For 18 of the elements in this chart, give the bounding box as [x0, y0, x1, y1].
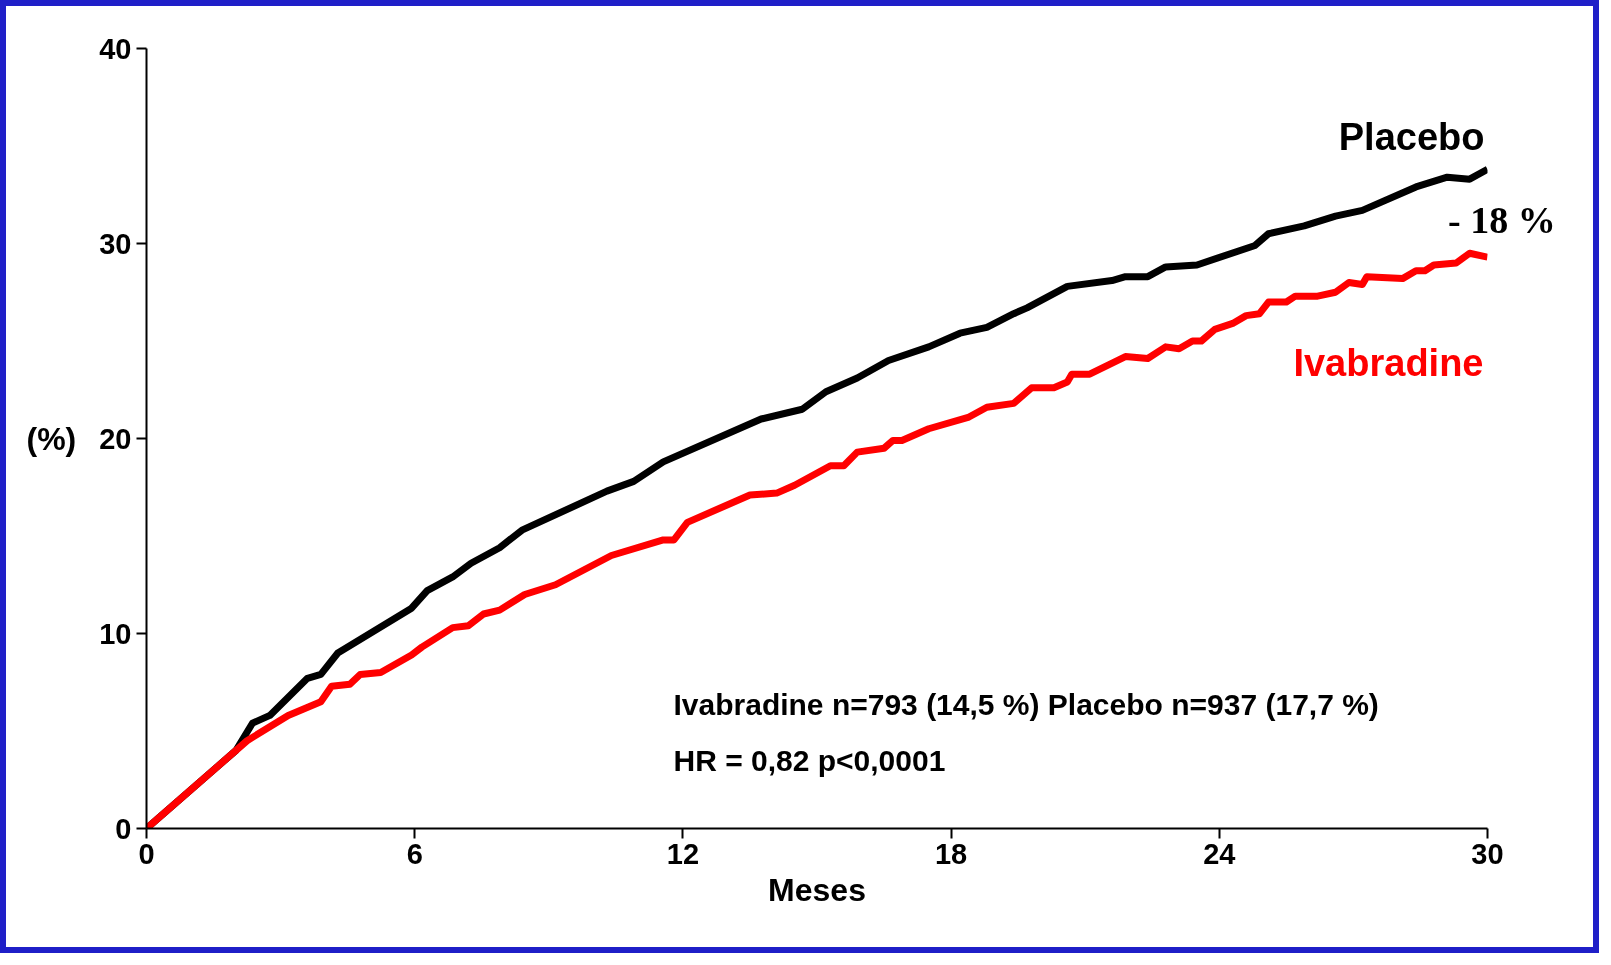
y-tick-label: 30	[99, 227, 132, 260]
y-tick-label: 40	[99, 32, 132, 65]
x-tick-label: 24	[1203, 837, 1236, 870]
x-tick-label: 18	[934, 837, 968, 870]
x-axis-title: Meses	[768, 871, 866, 908]
series-label: Placebo	[1338, 116, 1485, 159]
annotation: Ivabradine n=793 (14,5 %) Placebo n=937 (17,7 %)	[673, 688, 1379, 721]
y-tick-label: 10	[99, 617, 132, 650]
series-label: Ivabradine	[1293, 342, 1484, 385]
x-tick-label: 6	[406, 837, 423, 870]
y-tick-label: 20	[99, 422, 132, 455]
annotation: - 18 %	[1448, 198, 1556, 243]
x-tick-label: 12	[666, 837, 700, 870]
y-axis-title: (%)	[26, 420, 77, 457]
x-tick-label: 0	[138, 837, 155, 870]
y-tick-label: 0	[115, 812, 132, 845]
x-tick-label: 30	[1471, 837, 1504, 870]
annotation: HR = 0,82 p<0,0001	[673, 744, 946, 777]
